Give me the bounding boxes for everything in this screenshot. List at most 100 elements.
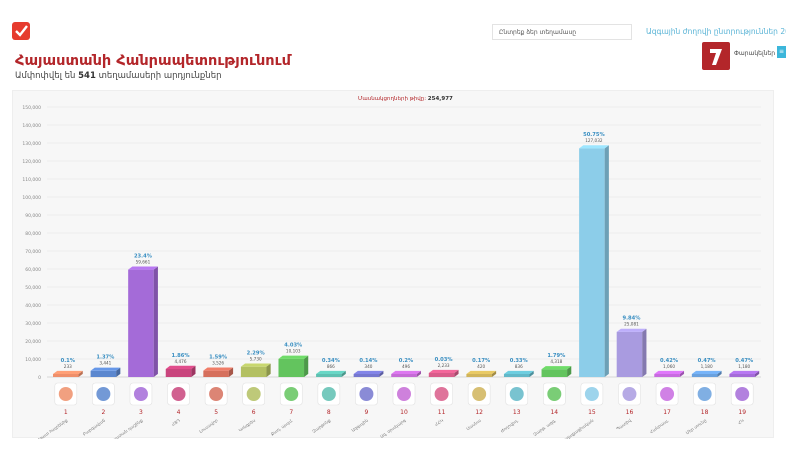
value-label: 1,180 [701,364,713,369]
party-logo-mark [397,387,411,401]
bar-front [165,368,192,377]
bar-top [128,266,158,270]
category-label: 9 [365,409,369,416]
percent-label: 1.86% [172,353,191,359]
checkmark-logo-icon[interactable] [12,22,30,40]
percent-label: 4.03% [284,343,303,349]
subtitle-prefix: Ամփոփվել են [15,71,76,81]
bar-top [90,367,121,371]
y-tick-label: 30,000 [25,321,41,327]
party-name-label: Կոնգրես [238,418,257,433]
percent-label: 0.42% [660,358,679,364]
bar-top [616,328,647,332]
polling-station-search[interactable]: Ընտրեք ձեր տեղամասը [492,24,632,40]
y-tick-label: 10,000 [25,357,41,363]
percent-label: 50.75% [583,132,605,138]
party-name-label: Ազատ հայրենիք [36,418,69,439]
bar-side [191,365,196,377]
bar-front [316,374,342,377]
party-name-label: Զարթոնք [311,418,331,434]
bar-top [541,366,572,370]
party-name-label: ՀԿ [737,418,745,426]
bar-front [391,374,417,377]
bar-side [567,366,572,377]
bar-front [353,374,380,377]
bar-side [78,370,83,377]
bar-top [391,370,421,374]
value-label: 866 [327,364,335,369]
bar-top [428,369,459,373]
stations-count: 541 [78,71,96,81]
top-bar: Ընտրեք ձեր տեղամասը Ազգային ժողովի ընտրո… [0,0,786,44]
elections-link[interactable]: Ազգային ժողովի ընտրություններ 20 [646,27,786,36]
bar-front [541,369,568,377]
percent-label: 9.84% [622,316,641,322]
value-label: 5,730 [250,357,262,362]
party-name-label: ՀՀԿ [434,418,444,427]
value-label: 2,233 [438,363,450,368]
bar-top [729,370,760,374]
percent-label: 0.47% [698,358,717,364]
bar-front [428,372,455,377]
party-logo-mark [171,387,186,401]
party-logo-mark [509,387,524,401]
category-label: 6 [252,409,256,416]
bar-front [128,269,154,377]
value-label: 1,060 [663,364,675,369]
party-name-label: Պատիվ [615,418,632,432]
category-label: 4 [177,409,181,416]
bar-top [503,370,534,374]
category-label: 2 [101,409,105,416]
category-label: 19 [738,409,746,416]
menu-button[interactable]: ≡ [777,46,786,58]
category-label: 12 [475,409,483,416]
y-tick-label: 150,000 [22,105,41,111]
bar-side [679,370,685,377]
party-name-label: Ժողովրդ. [500,418,520,434]
bar-front [278,358,305,377]
bar-side [454,369,459,377]
party-name-label: Մեր տունը [685,418,708,436]
y-tick-label: 60,000 [25,267,41,273]
party-logo-mark [58,387,73,401]
party-name-label: Քաղաքացիական [559,418,595,439]
category-label: 3 [139,409,143,416]
percent-label: 0.1% [61,358,76,364]
category-label: 16 [626,409,634,416]
bar-front [616,331,643,377]
value-label: 4,476 [175,359,187,364]
bar-front [691,374,718,377]
bar-top [466,370,497,374]
bar-side [642,328,647,377]
bar-side [266,363,271,377]
y-tick-label: 110,000 [22,177,41,183]
bar-side [529,370,534,377]
value-label: 340 [364,364,372,369]
percent-label: 1.59% [209,355,228,361]
percent-label: 1.37% [96,355,115,361]
y-tick-label: 120,000 [22,159,41,165]
y-tick-label: 20,000 [25,339,41,345]
category-label: 5 [214,409,218,416]
party-name-label: Զարթ. ազգ. [532,418,557,437]
bar-side [379,370,384,377]
value-label: 25,081 [624,322,639,327]
bar-front [53,374,79,377]
category-label: 14 [550,409,558,416]
party-name-label: Բարգավաճ [82,418,106,437]
party-logo-mark [660,387,675,401]
total-label: Մասնակցողների թիվը: 254,977 [358,96,453,102]
percent-label: 0.2% [399,358,414,364]
y-tick-label: 0 [38,375,41,381]
category-label: 8 [327,409,331,416]
category-label: 11 [438,409,446,416]
bar-top [278,355,309,359]
tv-channel-logo-icon[interactable] [702,42,730,70]
percent-label: 0.14% [359,358,378,364]
party-logo-mark [133,387,148,401]
tv-label: Փարակելներ [734,50,775,57]
bar-top [579,145,609,149]
y-tick-label: 40,000 [25,303,41,309]
value-label: 4,318 [550,359,562,364]
bar-front [579,148,605,377]
